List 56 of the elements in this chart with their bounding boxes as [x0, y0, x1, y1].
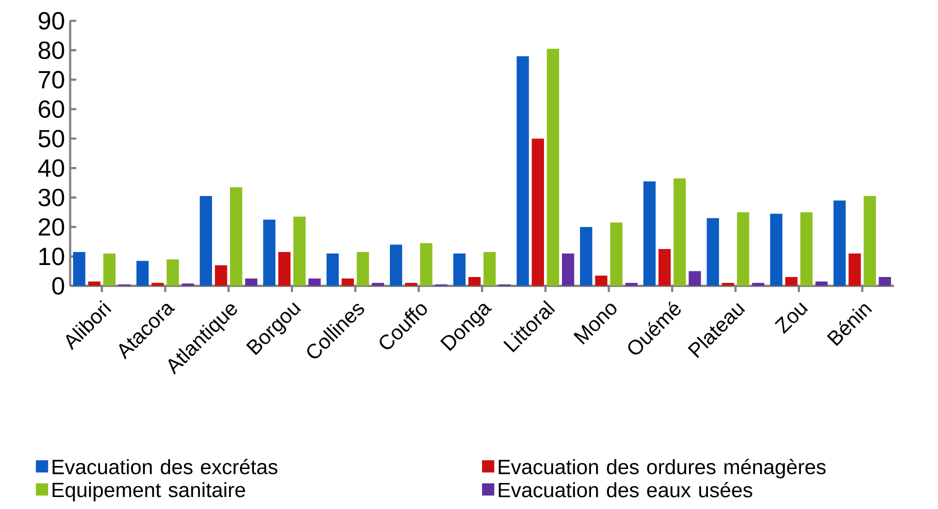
bar	[453, 253, 466, 286]
y-tick-label: 90	[38, 12, 64, 30]
legend-label: Evacuation des eaux usées	[498, 482, 752, 498]
bar	[88, 281, 100, 286]
bar	[800, 212, 813, 286]
x-tick-label: Zou	[774, 302, 808, 334]
bar	[610, 222, 622, 286]
bar	[308, 278, 321, 286]
y-tick-label: 30	[38, 188, 64, 206]
bar	[643, 181, 656, 286]
bar	[136, 260, 149, 286]
bar	[293, 216, 306, 286]
bar	[706, 218, 719, 286]
bar	[420, 243, 432, 286]
y-tick-label: 10	[39, 248, 64, 266]
y-tick-label: 40	[38, 159, 64, 177]
bar	[166, 259, 179, 286]
bar	[878, 277, 892, 286]
bar	[468, 277, 481, 286]
y-tick-label: 80	[38, 42, 64, 60]
bar	[73, 252, 86, 286]
bar	[562, 253, 574, 286]
bar	[864, 196, 876, 286]
bar	[834, 200, 846, 286]
legend-label: Equipement sanitaire	[52, 482, 246, 502]
bar	[674, 178, 686, 286]
bar	[356, 252, 369, 286]
bar	[546, 48, 560, 286]
bar	[785, 277, 798, 286]
bar	[214, 265, 228, 286]
bar	[770, 214, 782, 286]
bar	[278, 252, 291, 286]
bar	[658, 249, 671, 286]
legend-label: Evacuation des excrétas	[52, 458, 278, 474]
bar	[200, 196, 212, 286]
bar	[848, 253, 861, 286]
bar	[230, 187, 242, 286]
bar	[595, 276, 608, 286]
y-tick-label: 0	[52, 277, 64, 295]
bar	[342, 278, 354, 286]
bar	[390, 244, 402, 286]
bar	[736, 212, 750, 286]
bar	[688, 271, 701, 286]
y-tick-label: 50	[38, 130, 64, 148]
y-tick-label: 60	[38, 100, 64, 118]
bar	[532, 138, 544, 286]
bar	[263, 220, 276, 286]
bar	[483, 252, 496, 286]
y-tick-label: 70	[38, 70, 64, 88]
y-tick-label: 20	[38, 218, 64, 236]
legend-label: Evacuation des ordures ménagères	[498, 458, 826, 478]
bar	[245, 278, 258, 286]
bar	[326, 253, 339, 286]
bar	[580, 226, 592, 286]
bar	[103, 253, 116, 286]
bar	[516, 56, 529, 286]
